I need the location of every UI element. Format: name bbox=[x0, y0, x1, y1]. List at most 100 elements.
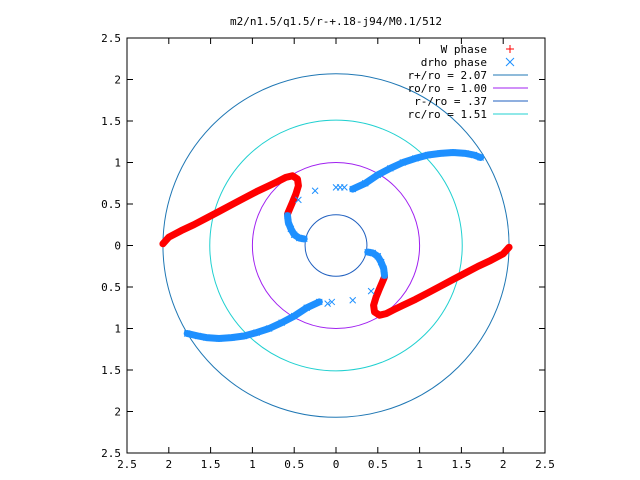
y-tick-label: 1 bbox=[114, 323, 121, 336]
plus-marker bbox=[399, 302, 406, 309]
x-marker bbox=[290, 312, 298, 320]
x-marker bbox=[361, 179, 369, 187]
x-b bbox=[287, 225, 295, 233]
x-b bbox=[477, 154, 484, 161]
x-marker bbox=[381, 272, 388, 279]
plus-marker bbox=[241, 195, 248, 202]
plus-marker bbox=[475, 263, 482, 270]
plus-marker bbox=[228, 201, 235, 208]
x-b bbox=[215, 335, 223, 342]
plus-marker bbox=[215, 208, 222, 215]
plus-marker bbox=[294, 176, 301, 183]
x-tick-label: 1 bbox=[249, 458, 256, 471]
x-marker bbox=[412, 154, 419, 162]
dense-arm bbox=[183, 298, 323, 342]
plus-marker bbox=[287, 205, 294, 212]
x-marker bbox=[295, 196, 302, 204]
x-b bbox=[324, 300, 331, 307]
axis-ticks: 2.5 2 1.5 1 0.5 0 0.5 1 1.5 2 2.52.521.510.500.511… bbox=[101, 32, 555, 471]
y-tick-label: 0.5 bbox=[101, 281, 121, 294]
plus-marker bbox=[178, 227, 185, 234]
x-b bbox=[240, 332, 248, 340]
x-b bbox=[367, 287, 375, 295]
plus-marker bbox=[378, 279, 385, 286]
radius-circle bbox=[251, 162, 421, 329]
x-b bbox=[381, 272, 388, 279]
x-b bbox=[364, 248, 372, 256]
radius-circles bbox=[162, 73, 510, 418]
x-marker bbox=[284, 212, 291, 219]
x-b bbox=[315, 298, 323, 306]
radius-circle bbox=[304, 214, 368, 277]
x-marker bbox=[203, 334, 210, 341]
legend-label: rc/ro = 1.51 bbox=[408, 108, 487, 121]
plus-marker bbox=[371, 308, 378, 315]
x-b bbox=[470, 151, 478, 159]
x-marker bbox=[437, 150, 444, 157]
x-tick-label: 2 bbox=[500, 458, 507, 471]
x-b bbox=[284, 212, 291, 219]
legend-label: r-/ro = .37 bbox=[414, 95, 487, 108]
x-b bbox=[265, 325, 273, 332]
plus-marker bbox=[412, 296, 419, 303]
legend-label: ro/ro = 1.00 bbox=[408, 82, 487, 95]
y-tick-label: 2.5 bbox=[101, 32, 121, 45]
plus-marker bbox=[437, 283, 444, 290]
x-marker bbox=[284, 218, 292, 226]
x-marker bbox=[364, 248, 372, 256]
x-marker bbox=[349, 296, 357, 304]
x-b bbox=[361, 179, 369, 187]
plus-marker bbox=[159, 240, 166, 247]
y-tick-label: 2.5 bbox=[101, 447, 121, 460]
x-marker bbox=[278, 319, 286, 327]
x-b bbox=[328, 298, 336, 306]
plus-marker bbox=[506, 244, 513, 251]
x-marker bbox=[328, 298, 336, 306]
x-b bbox=[278, 319, 286, 327]
x-marker bbox=[303, 304, 311, 312]
x-marker bbox=[377, 258, 385, 266]
x-tick-label: 0 bbox=[333, 458, 340, 471]
x-b bbox=[290, 231, 298, 239]
x-b bbox=[300, 235, 308, 243]
x-b bbox=[449, 149, 457, 156]
plus-marker bbox=[274, 178, 281, 185]
x-marker bbox=[194, 332, 202, 340]
x-b bbox=[437, 150, 444, 157]
x-marker bbox=[374, 252, 382, 260]
chart-title: m2/n1.5/q1.5/r-+.18-j94/M0.1/512 bbox=[230, 15, 442, 28]
x-marker bbox=[287, 225, 295, 233]
plus-marker bbox=[165, 234, 172, 241]
x-marker bbox=[290, 231, 298, 239]
plus-marker bbox=[203, 215, 210, 222]
x-marker bbox=[477, 154, 484, 161]
y-tick-label: 2 bbox=[114, 74, 121, 87]
plus-marker bbox=[391, 306, 398, 313]
plus-marker bbox=[253, 188, 260, 195]
x-marker bbox=[311, 187, 319, 195]
x-marker bbox=[240, 332, 248, 340]
x-marker bbox=[253, 329, 260, 337]
plus-marker bbox=[424, 289, 431, 296]
plus-marker bbox=[370, 302, 377, 309]
legend-label: r+/ro = 2.07 bbox=[408, 69, 487, 82]
x-tick-label: 0.5 bbox=[284, 458, 304, 471]
plus-marker bbox=[462, 269, 469, 276]
x-marker bbox=[449, 149, 457, 156]
x-marker bbox=[341, 184, 348, 191]
plus-marker bbox=[289, 172, 296, 179]
x-b bbox=[374, 171, 382, 179]
plus-marker bbox=[289, 199, 296, 206]
x-b bbox=[311, 187, 319, 195]
x-marker bbox=[424, 151, 432, 159]
x-marker bbox=[399, 159, 407, 166]
plus-marker bbox=[376, 285, 383, 292]
x-marker bbox=[367, 287, 375, 295]
x-b bbox=[349, 296, 357, 304]
plus-marker bbox=[450, 276, 457, 283]
y-tick-label: 1 bbox=[114, 157, 121, 170]
x-b bbox=[203, 334, 210, 341]
legend-label: W phase bbox=[441, 43, 487, 56]
x-marker bbox=[300, 235, 308, 243]
